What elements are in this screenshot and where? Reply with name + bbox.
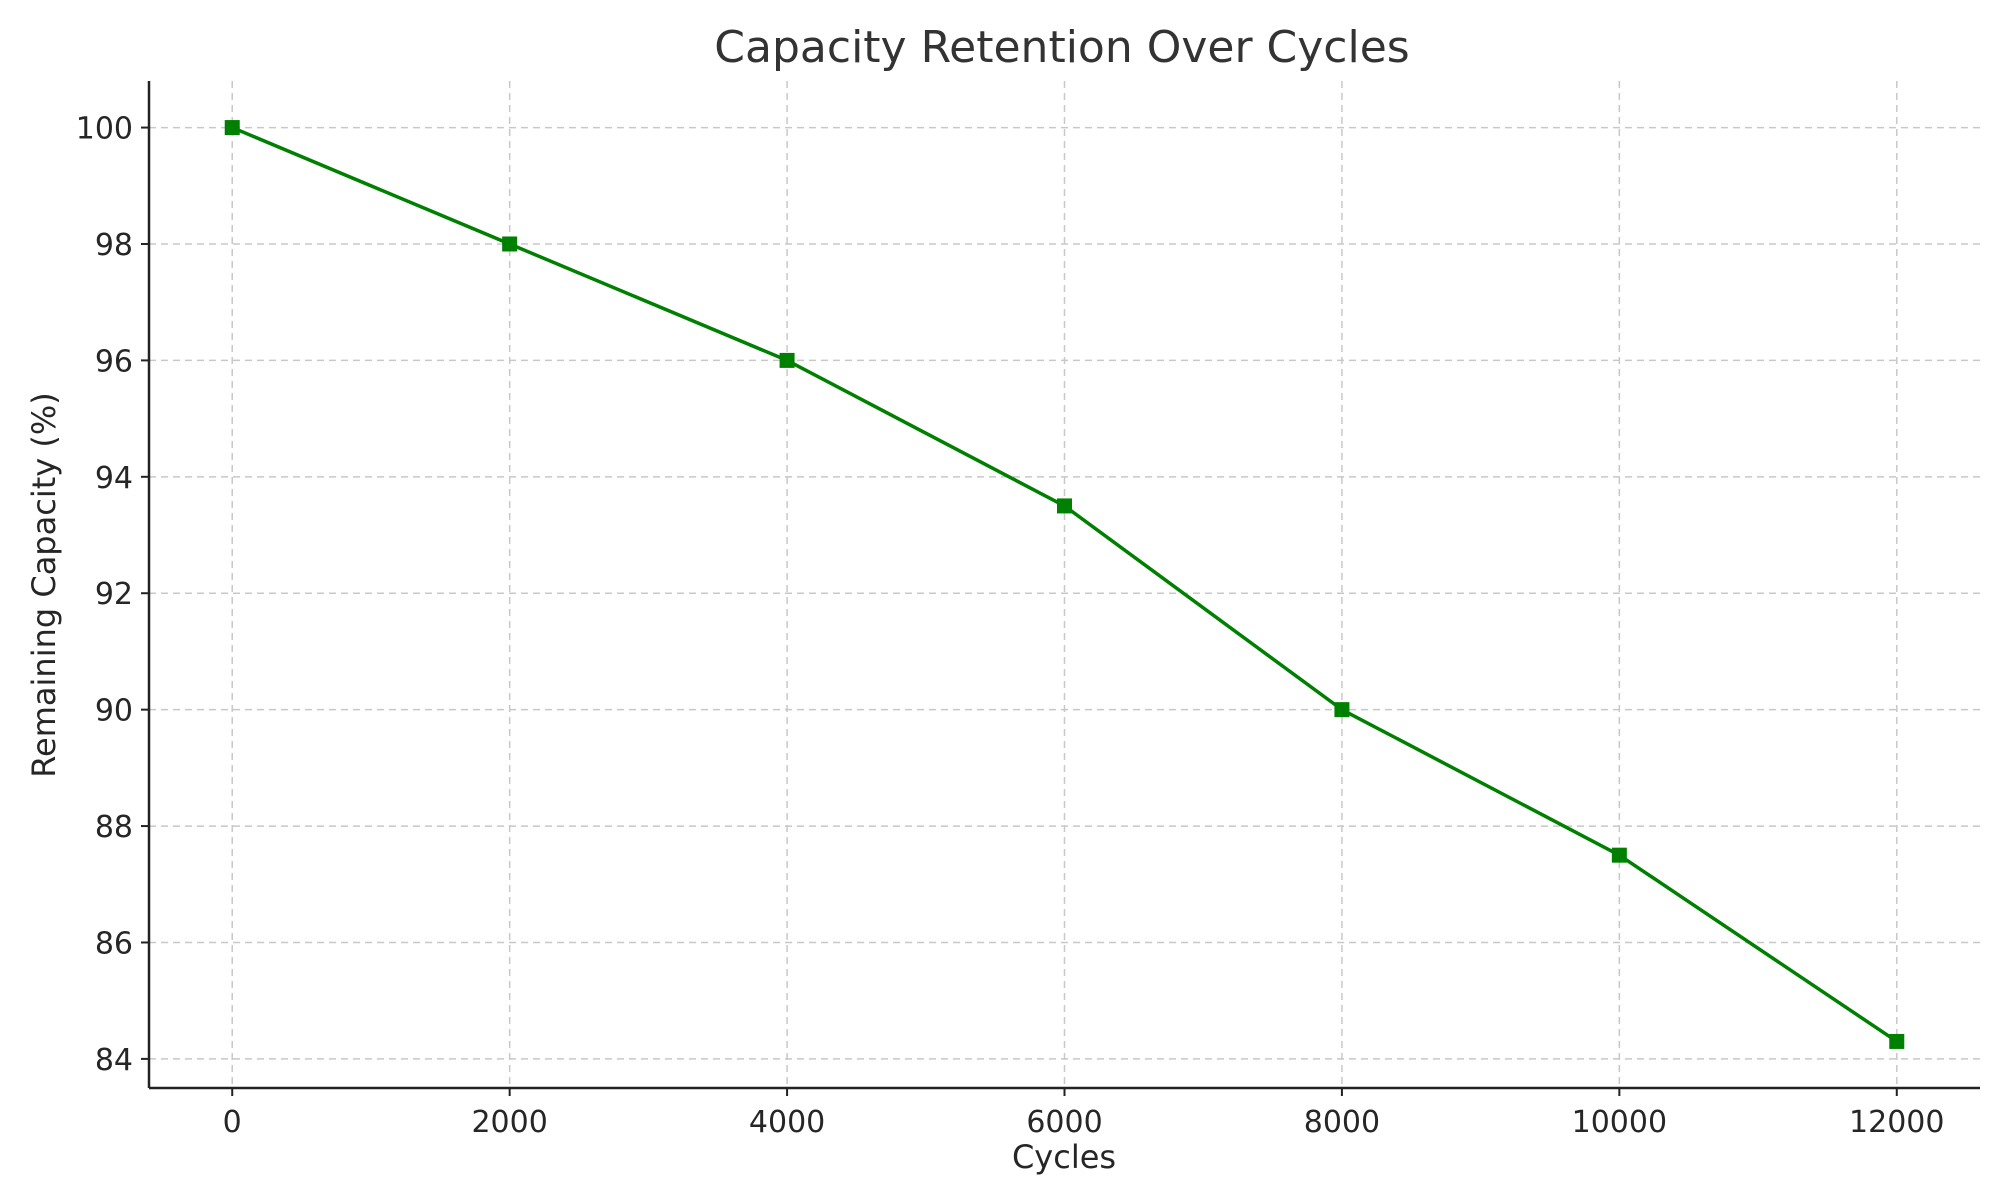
data-point <box>224 120 240 136</box>
y-tick-label: 94 <box>95 461 133 496</box>
data-point <box>1889 1033 1905 1049</box>
x-tick-label: 8000 <box>1304 1105 1380 1140</box>
data-point <box>502 236 518 252</box>
y-tick-label: 88 <box>95 810 133 845</box>
y-tick-label: 96 <box>95 344 133 379</box>
x-axis-label: Cycles <box>1012 1138 1116 1176</box>
series <box>224 120 1905 1049</box>
x-tick-label: 10000 <box>1572 1105 1667 1140</box>
data-point <box>779 352 795 368</box>
data-point <box>1334 702 1350 718</box>
grid <box>149 81 1980 1088</box>
y-tick-label: 90 <box>95 694 133 729</box>
x-tick-label: 12000 <box>1849 1105 1944 1140</box>
y-axis-label: Remaining Capacity (%) <box>25 392 63 777</box>
chart-title: Capacity Retention Over Cycles <box>714 22 1409 73</box>
data-point <box>1057 498 1072 514</box>
x-tick-label: 6000 <box>1026 1105 1102 1140</box>
x-tick-label: 4000 <box>749 1105 825 1140</box>
data-point <box>1611 847 1627 863</box>
y-tick-label: 100 <box>76 112 133 147</box>
ticks: 0 2000 4000 6000 8000 10000 12000 84 86 88 90 92 94 9… <box>76 112 1945 1140</box>
x-tick-label: 2000 <box>471 1105 547 1140</box>
y-tick-label: 92 <box>95 577 133 612</box>
x-tick-label: 0 <box>223 1105 242 1140</box>
y-tick-label: 84 <box>95 1043 133 1078</box>
y-tick-label: 86 <box>95 926 133 961</box>
y-tick-label: 98 <box>95 228 133 263</box>
